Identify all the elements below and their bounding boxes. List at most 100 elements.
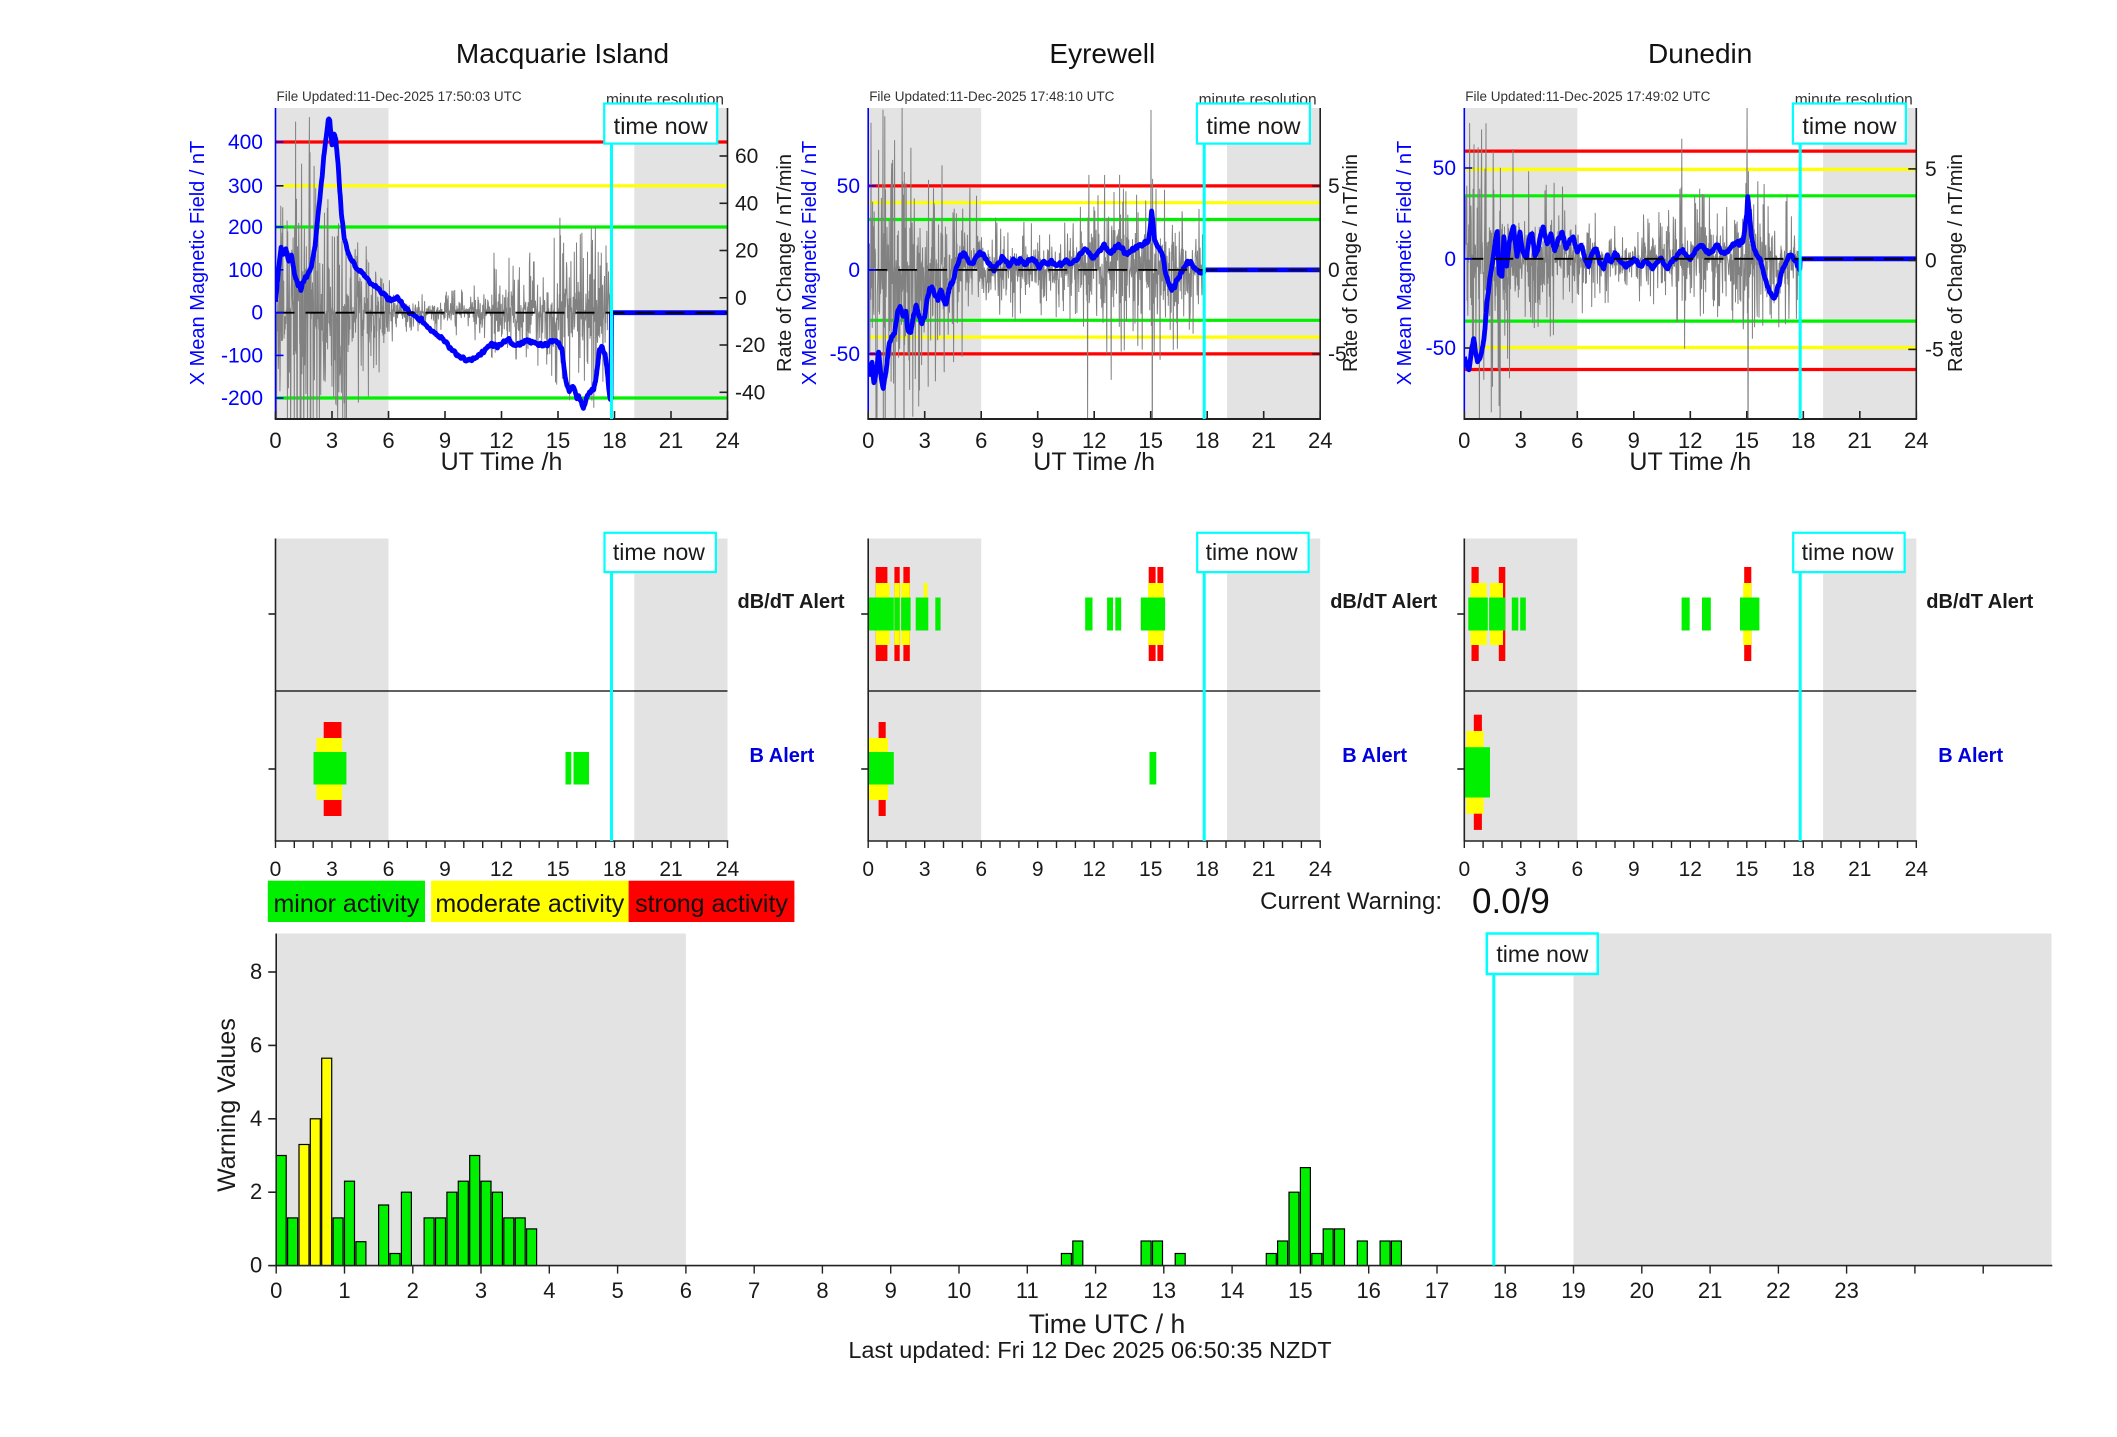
- svg-text:3: 3: [475, 1278, 487, 1303]
- svg-text:12: 12: [1082, 428, 1106, 453]
- svg-text:15: 15: [1138, 428, 1162, 453]
- svg-text:10: 10: [947, 1278, 971, 1303]
- svg-text:5: 5: [1925, 158, 1937, 181]
- svg-text:18: 18: [1792, 858, 1815, 881]
- svg-text:9: 9: [1628, 858, 1640, 881]
- svg-text:UT Time /h: UT Time /h: [441, 448, 563, 476]
- svg-text:0: 0: [862, 428, 874, 453]
- svg-text:0: 0: [270, 1278, 282, 1303]
- svg-text:60: 60: [735, 145, 758, 168]
- svg-text:21: 21: [1252, 858, 1275, 881]
- svg-text:21: 21: [1698, 1278, 1722, 1303]
- svg-text:50: 50: [837, 175, 860, 198]
- svg-text:-5: -5: [1925, 338, 1944, 361]
- svg-text:0: 0: [250, 1253, 262, 1278]
- svg-text:time now: time now: [614, 113, 709, 139]
- svg-text:-200: -200: [221, 387, 263, 410]
- svg-text:15: 15: [1288, 1278, 1312, 1303]
- svg-text:21: 21: [1848, 428, 1872, 453]
- svg-text:20: 20: [1630, 1278, 1654, 1303]
- svg-text:15: 15: [546, 428, 570, 453]
- svg-text:time now: time now: [613, 539, 705, 565]
- svg-text:12: 12: [1083, 1278, 1107, 1303]
- svg-text:21: 21: [1848, 858, 1871, 881]
- svg-text:21: 21: [1251, 428, 1275, 453]
- svg-text:0: 0: [848, 259, 860, 282]
- svg-text:X Mean Magnetic Field / nT: X Mean Magnetic Field / nT: [799, 141, 821, 386]
- svg-text:20: 20: [735, 240, 758, 263]
- svg-text:6: 6: [680, 1278, 692, 1303]
- svg-text:12: 12: [489, 428, 513, 453]
- svg-text:24: 24: [715, 428, 739, 453]
- svg-text:12: 12: [1678, 428, 1702, 453]
- svg-text:18: 18: [1195, 428, 1219, 453]
- svg-text:strong activity: strong activity: [635, 890, 788, 918]
- svg-text:B Alert: B Alert: [1938, 745, 2003, 767]
- svg-text:6: 6: [975, 858, 987, 881]
- svg-text:18: 18: [1493, 1278, 1517, 1303]
- svg-text:0: 0: [1328, 259, 1340, 282]
- svg-text:-20: -20: [735, 334, 765, 357]
- svg-text:12: 12: [1083, 858, 1106, 881]
- svg-text:4: 4: [250, 1106, 262, 1131]
- svg-text:-50: -50: [1426, 337, 1456, 360]
- svg-text:UT Time /h: UT Time /h: [1629, 448, 1751, 476]
- svg-text:B Alert: B Alert: [1342, 745, 1407, 767]
- svg-text:18: 18: [603, 858, 626, 881]
- svg-text:24: 24: [716, 858, 740, 881]
- svg-text:0: 0: [1458, 428, 1470, 453]
- svg-text:X Mean Magnetic Field / nT: X Mean Magnetic Field / nT: [187, 141, 209, 386]
- svg-text:UT Time /h: UT Time /h: [1033, 448, 1155, 476]
- svg-text:time now: time now: [1206, 539, 1298, 565]
- svg-text:3: 3: [919, 858, 931, 881]
- svg-text:Rate of Change / nT/min: Rate of Change / nT/min: [1945, 154, 1967, 372]
- svg-text:3: 3: [1515, 858, 1527, 881]
- svg-text:2: 2: [250, 1179, 262, 1204]
- svg-text:9: 9: [439, 428, 451, 453]
- svg-text:24: 24: [1904, 428, 1928, 453]
- svg-text:time now: time now: [1802, 539, 1894, 565]
- svg-text:400: 400: [228, 131, 263, 154]
- svg-text:dB/dT Alert: dB/dT Alert: [1926, 591, 2033, 613]
- svg-text:9: 9: [1032, 858, 1044, 881]
- svg-text:0: 0: [1458, 858, 1470, 881]
- svg-text:40: 40: [735, 192, 758, 215]
- svg-text:3: 3: [1515, 428, 1527, 453]
- svg-text:Rate of Change / nT/min: Rate of Change / nT/min: [774, 154, 796, 372]
- svg-text:Dunedin: Dunedin: [1648, 38, 1752, 69]
- svg-text:File Updated:11-Dec-2025 17:50: File Updated:11-Dec-2025 17:50:03 UTC: [277, 89, 522, 104]
- svg-text:9: 9: [885, 1278, 897, 1303]
- svg-text:6: 6: [383, 858, 395, 881]
- svg-text:18: 18: [602, 428, 626, 453]
- svg-text:0.0/9: 0.0/9: [1472, 882, 1550, 921]
- svg-text:8: 8: [816, 1278, 828, 1303]
- svg-text:16: 16: [1356, 1278, 1380, 1303]
- svg-text:13: 13: [1152, 1278, 1176, 1303]
- svg-text:Time UTC / h: Time UTC / h: [1029, 1309, 1186, 1339]
- svg-text:18: 18: [1791, 428, 1815, 453]
- svg-text:File Updated:11-Dec-2025 17:48: File Updated:11-Dec-2025 17:48:10 UTC: [869, 89, 1114, 104]
- svg-text:21: 21: [659, 858, 682, 881]
- svg-text:0: 0: [735, 287, 747, 310]
- svg-text:time now: time now: [1802, 113, 1897, 139]
- svg-text:9: 9: [439, 858, 451, 881]
- svg-text:-40: -40: [735, 381, 765, 404]
- svg-text:6: 6: [382, 428, 394, 453]
- svg-text:6: 6: [250, 1032, 262, 1057]
- svg-text:4: 4: [543, 1278, 555, 1303]
- svg-text:Last updated: Fri 12 Dec 2025: Last updated: Fri 12 Dec 2025 06:50:35 N…: [848, 1337, 1331, 1363]
- svg-text:File Updated:11-Dec-2025 17:49: File Updated:11-Dec-2025 17:49:02 UTC: [1465, 89, 1710, 104]
- svg-text:23: 23: [1834, 1278, 1858, 1303]
- svg-text:0: 0: [1444, 248, 1456, 271]
- svg-text:21: 21: [659, 428, 683, 453]
- svg-text:3: 3: [326, 428, 338, 453]
- svg-text:X Mean Magnetic Field / nT: X Mean Magnetic Field / nT: [1394, 141, 1416, 386]
- svg-text:24: 24: [1905, 858, 1929, 881]
- svg-text:5: 5: [611, 1278, 623, 1303]
- svg-text:dB/dT Alert: dB/dT Alert: [738, 591, 845, 613]
- svg-text:11: 11: [1016, 1278, 1039, 1303]
- svg-text:6: 6: [1571, 858, 1583, 881]
- svg-text:8: 8: [250, 959, 262, 984]
- svg-text:B Alert: B Alert: [750, 745, 815, 767]
- svg-text:moderate activity: moderate activity: [435, 890, 624, 918]
